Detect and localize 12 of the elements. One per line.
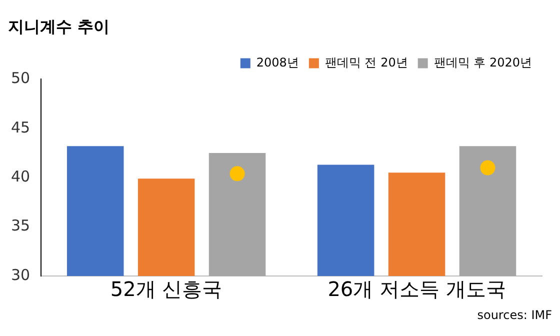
- legend-label: 팬데믹 후 2020년: [434, 55, 532, 70]
- chart-title: 지니계수 추이: [8, 16, 110, 36]
- y-tick-label: 50: [10, 69, 30, 88]
- y-tick-label: 40: [10, 167, 30, 186]
- source-note: sources: IMF: [476, 308, 552, 322]
- y-tick-label: 45: [10, 118, 30, 136]
- y-tick-label: 35: [10, 216, 30, 235]
- y-tick-label: 30: [10, 266, 30, 284]
- x-tick-label: 26개 저소득 개도국: [328, 277, 506, 302]
- legend-label: 팬데믹 전 20년: [324, 55, 408, 70]
- x-tick-label: 52개 신흥국: [110, 277, 222, 302]
- legend-label: 2008년: [256, 55, 299, 70]
